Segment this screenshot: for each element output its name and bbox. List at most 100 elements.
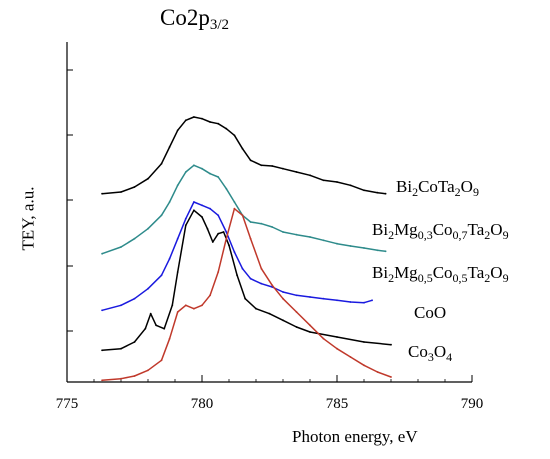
series-1-point-23 bbox=[349, 245, 352, 247]
label-sub: 2 bbox=[484, 228, 491, 242]
series-3-point-9 bbox=[184, 224, 187, 227]
series-line-0 bbox=[102, 116, 386, 195]
series-0-point-4 bbox=[160, 162, 163, 165]
series-label-bi2cota2o9: Bi2CoTa2O9 bbox=[396, 178, 479, 198]
series-3-point-14 bbox=[217, 232, 220, 235]
series-1-point-13 bbox=[233, 201, 236, 203]
series-0-point-14 bbox=[241, 147, 244, 150]
series-label-bi2mg03co07ta2o9: Bi2Mg0,3Co0,7Ta2O9 bbox=[372, 221, 509, 241]
series-2-point-19 bbox=[295, 294, 298, 297]
series-1-point-2 bbox=[133, 237, 136, 240]
series-3-point-10 bbox=[193, 209, 195, 212]
series-1-point-21 bbox=[322, 239, 325, 242]
x-tick-label-790: 790 bbox=[461, 396, 484, 412]
series-2-point-12 bbox=[225, 231, 228, 233]
series-4-point-12 bbox=[225, 237, 228, 240]
label-sub: 2 bbox=[454, 185, 461, 199]
series-4-point-2 bbox=[133, 375, 136, 377]
label-sub: 2 bbox=[388, 271, 395, 285]
series-4-point-14 bbox=[241, 214, 244, 217]
series-3-point-13 bbox=[211, 241, 214, 243]
label-part: Bi bbox=[372, 220, 389, 239]
series-label-co3o4: Co3O4 bbox=[408, 343, 452, 363]
series-2-point-6 bbox=[176, 237, 179, 240]
series-3-point-17 bbox=[236, 274, 239, 277]
series-1-point-11 bbox=[217, 176, 220, 178]
x-axis-label: Photon energy, eV bbox=[292, 427, 418, 446]
series-1-point-22 bbox=[336, 242, 338, 245]
label-sub: 9 bbox=[472, 185, 479, 199]
series-2-point-7 bbox=[184, 217, 187, 220]
series-2-point-2 bbox=[133, 297, 136, 300]
series-1-point-12 bbox=[225, 187, 228, 190]
series-4-point-23 bbox=[349, 356, 352, 358]
series-3-point-2 bbox=[133, 341, 136, 343]
series-0-point-7 bbox=[184, 119, 187, 122]
series-4-point-19 bbox=[295, 311, 298, 313]
series-4-point-15 bbox=[249, 237, 252, 240]
series-0-point-26 bbox=[384, 192, 387, 195]
series-1-point-25 bbox=[376, 249, 379, 252]
series-2-point-24 bbox=[363, 301, 365, 304]
label-part: Mg bbox=[394, 263, 418, 282]
series-2-point-4 bbox=[160, 274, 163, 277]
series-1-point-15 bbox=[249, 221, 252, 223]
series-3-point-11 bbox=[201, 216, 203, 218]
chart-title: Co2p3/2 bbox=[160, 6, 229, 33]
series-1-point-1 bbox=[120, 246, 122, 248]
series-1-point-10 bbox=[209, 172, 212, 175]
label-part: Ta bbox=[467, 220, 485, 239]
series-1-point-3 bbox=[147, 227, 149, 230]
series-4-point-26 bbox=[390, 376, 392, 378]
series-2-point-25 bbox=[371, 299, 373, 302]
label-part: Co bbox=[408, 342, 428, 361]
series-3-point-26 bbox=[390, 343, 392, 346]
label-part: Co bbox=[432, 263, 453, 282]
title-sub: 3/2 bbox=[209, 17, 230, 33]
y-axis-label: TEY, a.u. bbox=[18, 186, 38, 251]
label-part: O bbox=[490, 220, 503, 239]
series-2-point-13 bbox=[233, 251, 236, 253]
series-0-point-6 bbox=[176, 129, 179, 132]
x-tick-label-780: 780 bbox=[191, 396, 214, 412]
title-main: Co2p bbox=[160, 5, 210, 30]
series-3-point-23 bbox=[309, 331, 311, 333]
series-2-point-1 bbox=[120, 304, 122, 307]
series-2-point-8 bbox=[193, 201, 195, 203]
series-2-point-23 bbox=[349, 301, 352, 303]
series-4-point-20 bbox=[309, 324, 311, 327]
series-0-point-19 bbox=[295, 171, 298, 173]
series-3-point-12 bbox=[206, 227, 209, 230]
series-0-point-3 bbox=[147, 177, 149, 180]
series-3-point-1 bbox=[120, 347, 122, 350]
series-1-point-6 bbox=[176, 184, 179, 187]
x-tick-label-785: 785 bbox=[326, 396, 349, 412]
series-3-point-19 bbox=[255, 307, 257, 310]
series-1-point-18 bbox=[282, 231, 284, 233]
series-0-point-13 bbox=[233, 134, 236, 137]
label-sub: 0,7 bbox=[452, 228, 468, 242]
series-3-point-24 bbox=[336, 336, 338, 338]
series-4-point-16 bbox=[260, 267, 263, 270]
label-part: Co bbox=[432, 220, 453, 239]
series-3-point-21 bbox=[282, 319, 284, 322]
series-0-point-5 bbox=[168, 146, 171, 148]
series-4-point-11 bbox=[217, 271, 220, 273]
x-tick-label-775: 775 bbox=[56, 396, 79, 412]
series-4-point-17 bbox=[271, 284, 274, 287]
label-sub: 9 bbox=[502, 228, 509, 242]
series-3-point-0 bbox=[101, 349, 103, 352]
label-part: Mg bbox=[394, 220, 418, 239]
series-4-point-22 bbox=[336, 347, 338, 350]
series-2-point-3 bbox=[147, 287, 149, 290]
label-sub: 9 bbox=[502, 271, 509, 285]
series-2-point-16 bbox=[260, 282, 263, 285]
series-2-point-22 bbox=[336, 299, 338, 302]
series-2-point-5 bbox=[168, 257, 171, 260]
series-3-point-18 bbox=[244, 297, 247, 300]
series-3-point-7 bbox=[171, 304, 174, 307]
series-4-point-24 bbox=[363, 364, 365, 367]
label-sub: 2 bbox=[484, 271, 491, 285]
series-1-point-4 bbox=[160, 214, 163, 217]
